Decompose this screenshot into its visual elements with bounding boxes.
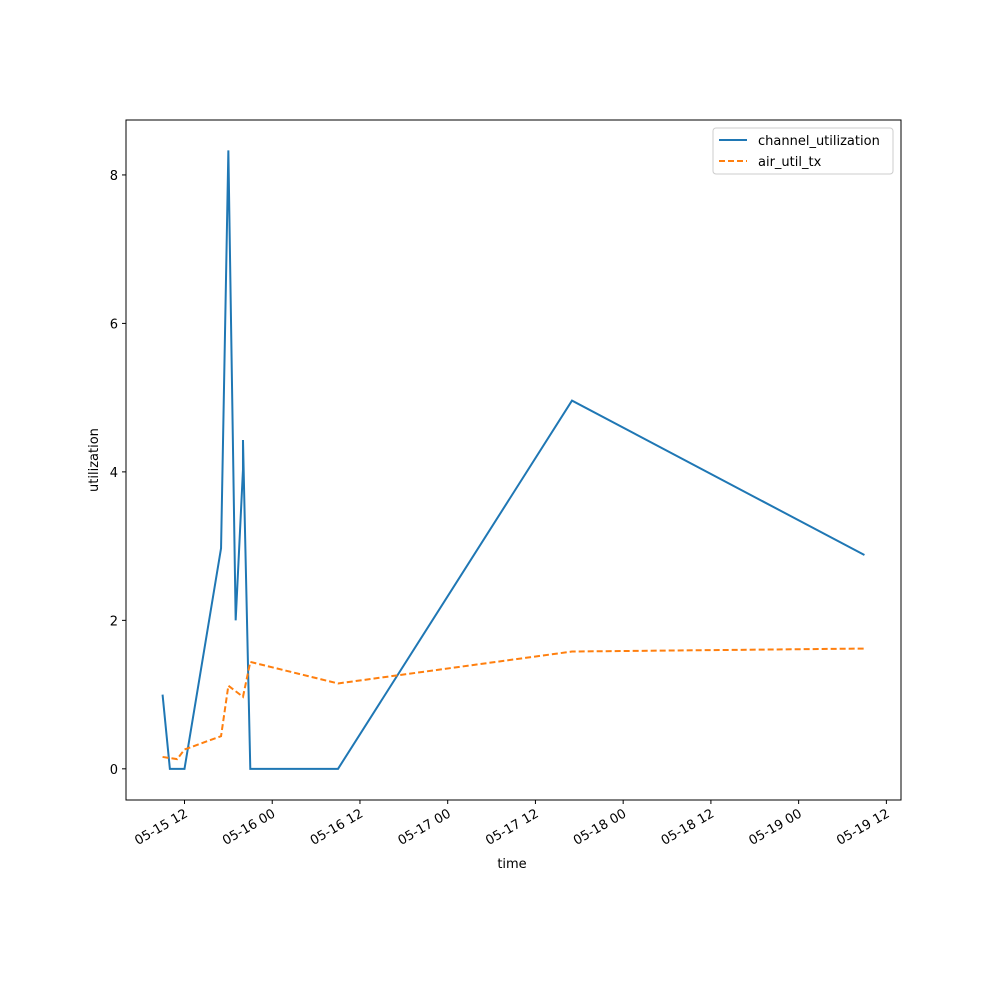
y-tick-label: 6 bbox=[110, 317, 118, 332]
series-line bbox=[162, 647, 865, 761]
y-tick-label: 8 bbox=[110, 169, 118, 184]
y-tick-label: 2 bbox=[110, 614, 118, 629]
y-tick-label: 0 bbox=[110, 763, 118, 778]
legend-label: channel_utilization bbox=[758, 134, 880, 149]
x-axis-label: time bbox=[497, 857, 526, 872]
y-axis-label: utilization bbox=[87, 428, 102, 492]
legend-label: air_util_tx bbox=[758, 155, 822, 170]
y-tick-label: 4 bbox=[110, 466, 118, 481]
series-line bbox=[161, 150, 865, 770]
legend-box bbox=[712, 127, 894, 175]
plot-frame bbox=[125, 119, 902, 801]
